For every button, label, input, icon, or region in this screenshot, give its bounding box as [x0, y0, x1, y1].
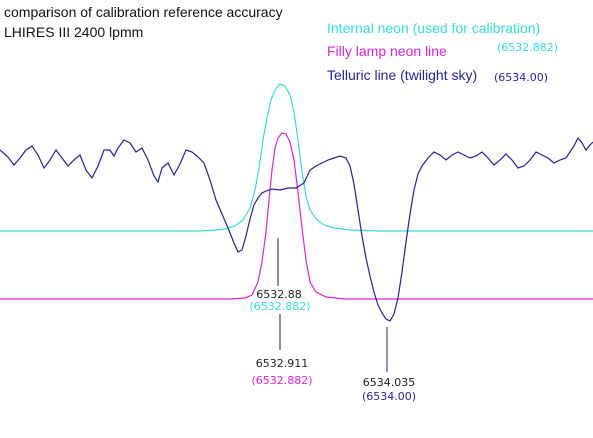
series-line-internal-neon	[0, 83, 593, 232]
annotation-reference: (6534.00)	[362, 390, 416, 403]
chart-subtitle: LHIRES III 2400 lpmm	[4, 24, 143, 40]
legend-ref-internal-neon: (6532.882)	[497, 41, 558, 54]
chart-title: comparison of calibration reference accu…	[4, 4, 283, 20]
annotation-reference: (6532.882)	[249, 300, 310, 313]
legend-label-telluric: Telluric line (twilight sky)	[327, 67, 477, 83]
series-line-telluric	[0, 136, 593, 322]
annotation-value: 6532.911	[256, 357, 309, 370]
legend-label-internal-neon: Internal neon (used for calibration)	[327, 20, 540, 36]
legend-ref-telluric: (6534.00)	[494, 71, 548, 84]
legend: Internal neon (used for calibration) (65…	[327, 20, 558, 84]
annotation-value: 6534.035	[363, 376, 416, 389]
annotation-internal-neon: 6532.88 (6532.882)	[249, 238, 311, 313]
annotation-filly-lamp: 6532.911 (6532.882)	[251, 314, 313, 387]
annotation-telluric: 6534.035 (6534.00)	[362, 327, 416, 403]
annotation-value: 6532.88	[256, 288, 302, 301]
legend-label-filly-lamp: Filly lamp neon line	[327, 43, 447, 59]
annotation-reference: (6532.882)	[251, 374, 312, 387]
series-line-filly-lamp	[0, 132, 593, 300]
